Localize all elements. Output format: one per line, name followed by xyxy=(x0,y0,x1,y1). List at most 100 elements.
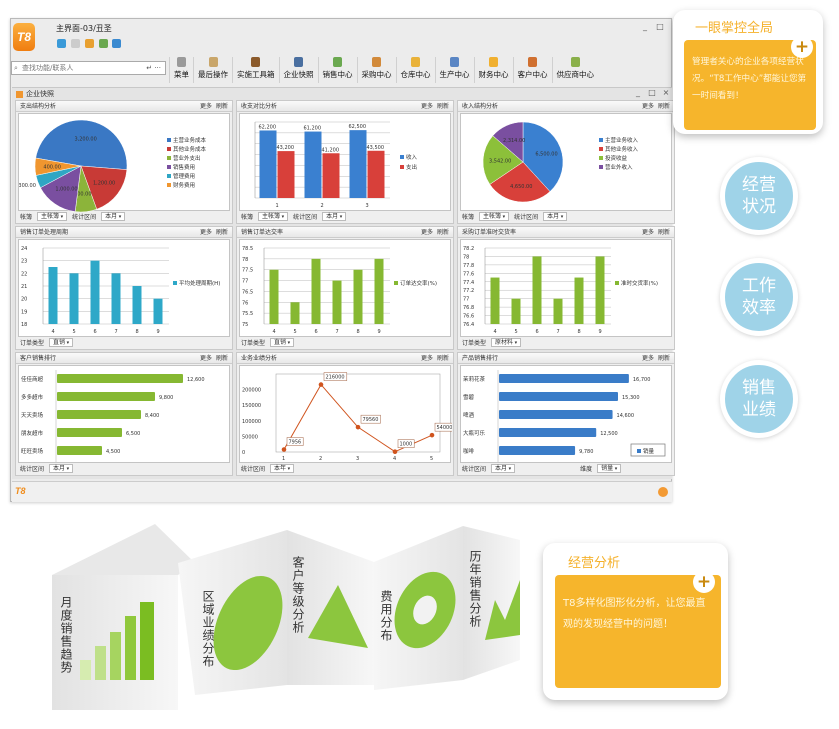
more-link[interactable]: 更多 xyxy=(641,355,654,362)
y-tick-label: 18 xyxy=(21,322,27,328)
bar xyxy=(290,302,300,324)
more-link[interactable]: 更多 xyxy=(199,103,212,110)
data-label: 3,200.00 xyxy=(74,137,96,143)
toolbar-item[interactable]: 仓库中心 xyxy=(395,57,435,83)
bar xyxy=(332,280,342,324)
pyramid-icon xyxy=(308,585,368,648)
footer-select[interactable]: 主帐簿 xyxy=(479,212,510,221)
inner-minimize-button[interactable]: _ xyxy=(636,88,640,97)
y-tick-label: 76 xyxy=(242,300,248,306)
y-tick-label: 78.5 xyxy=(242,246,253,252)
rss-icon[interactable] xyxy=(658,487,668,497)
refresh-link[interactable]: 刷新 xyxy=(436,103,449,110)
toolbar-item[interactable]: 采购中心 xyxy=(356,57,396,83)
refresh-link[interactable]: 刷新 xyxy=(657,355,670,362)
footer-select[interactable]: 本年 xyxy=(270,464,295,473)
x-tick-label: 8 xyxy=(357,329,360,335)
y-tick-label: 77.4 xyxy=(463,280,474,286)
refresh-link[interactable]: 刷新 xyxy=(436,229,449,236)
bar xyxy=(259,130,277,198)
x-tick-label: 9 xyxy=(157,329,160,335)
footer-select[interactable]: 销量 xyxy=(597,464,622,473)
refresh-link[interactable]: 刷新 xyxy=(657,103,670,110)
footer-select[interactable]: 主帐簿 xyxy=(37,212,68,221)
search-input[interactable]: ⌕ 查找功能/联系人 ↵ ··· xyxy=(11,61,166,75)
pie-slice xyxy=(35,119,128,170)
toolbar-item[interactable]: 供应商中心 xyxy=(551,57,599,83)
toolbar-item[interactable]: 企业快照 xyxy=(278,57,318,83)
flag-icon[interactable] xyxy=(85,39,94,48)
footer-select[interactable]: 本月 xyxy=(101,212,126,221)
pie-slice xyxy=(522,121,564,192)
footer-select[interactable]: 本月 xyxy=(49,464,74,473)
panel-title: 采购订单准时交货率 xyxy=(462,229,517,236)
minimize-button[interactable]: _ xyxy=(643,22,647,31)
category-label: 佳佳商超 xyxy=(21,375,44,383)
toolbar-label: 仓库中心 xyxy=(400,70,431,79)
calendar-icon[interactable] xyxy=(99,39,108,48)
plot-frame xyxy=(275,373,441,453)
legend-swatch xyxy=(599,138,603,142)
y-tick-label: 78 xyxy=(242,257,248,263)
legend-swatch xyxy=(167,174,171,178)
refresh-link[interactable]: 刷新 xyxy=(215,103,228,110)
toolbar-item[interactable]: 销售中心 xyxy=(317,57,357,83)
more-link[interactable]: 更多 xyxy=(199,229,212,236)
panel-footer: 统计区间 本年 xyxy=(241,463,295,474)
legend-label: 销量 xyxy=(643,447,655,455)
data-label-box xyxy=(323,372,348,381)
more-link[interactable]: 更多 xyxy=(199,355,212,362)
more-link[interactable]: 更多 xyxy=(420,103,433,110)
toolbar-item[interactable]: 客户中心 xyxy=(512,57,552,83)
footer-select[interactable]: 直销 xyxy=(270,338,295,347)
toolbar-item[interactable]: 财务中心 xyxy=(473,57,513,83)
data-label: 7956 xyxy=(289,440,302,446)
bar xyxy=(57,374,183,383)
plus-icon[interactable]: + xyxy=(693,571,715,593)
enter-icon[interactable]: ↵ ··· xyxy=(146,64,161,72)
panel-title: 收支对比分析 xyxy=(241,103,278,110)
inner-maximize-button[interactable]: □ xyxy=(648,88,656,97)
y-tick-label: 50000 xyxy=(242,434,258,440)
footer-select[interactable]: 本月 xyxy=(491,464,516,473)
more-link[interactable]: 更多 xyxy=(641,229,654,236)
chart-svg: 3,200.00 主营业务成本 1,200.00 其他业务成本 500.00 营业外支出 1… xyxy=(18,119,207,213)
more-link[interactable]: 更多 xyxy=(420,229,433,236)
toolbar-item[interactable]: 生产中心 xyxy=(434,57,474,83)
footer-select[interactable]: 原材料 xyxy=(491,338,522,347)
toolbar-icon xyxy=(528,57,537,67)
footer-select[interactable]: 本月 xyxy=(322,212,347,221)
legend-label: 营业外收入 xyxy=(605,163,633,171)
refresh-link[interactable]: 刷新 xyxy=(436,355,449,362)
footer-select[interactable]: 本月 xyxy=(543,212,568,221)
footer-select[interactable]: 主帐簿 xyxy=(258,212,289,221)
refresh-link[interactable]: 刷新 xyxy=(657,229,670,236)
legend-label: 投资收益 xyxy=(605,154,628,162)
t8-logo: T8 xyxy=(13,23,35,51)
feature-sales-performance[interactable]: 销售业绩 xyxy=(720,360,798,438)
more-link[interactable]: 更多 xyxy=(420,355,433,362)
footer-select[interactable]: 直销 xyxy=(49,338,74,347)
toolbar-item[interactable]: 实施工具箱 xyxy=(232,57,279,83)
feature-work-efficiency[interactable]: 工作效率 xyxy=(720,258,798,336)
bar xyxy=(304,131,322,198)
toolbar-item[interactable]: 菜单 xyxy=(169,57,193,83)
feature-business-status[interactable]: 经营状况 xyxy=(720,157,798,235)
chart-area: 茉莉花茶 16,700 雪碧 15,300 啤酒 14,600 大瓶可乐 12,500 咖啡 9,… xyxy=(460,365,672,463)
toolbar-item[interactable]: 最后操作 xyxy=(193,57,232,83)
chat-icon[interactable] xyxy=(57,39,66,48)
more-link[interactable]: 更多 xyxy=(641,103,654,110)
inner-close-button[interactable]: × xyxy=(662,88,670,97)
data-label: 79560 xyxy=(363,417,379,423)
chart-area: 佳佳商超 12,600 多多超市 9,800 天天卖场 8,400 朋友超市 6,500 旺旺卖… xyxy=(18,365,230,463)
plus-icon[interactable]: + xyxy=(791,36,813,58)
legend-label: 订单达交率(%) xyxy=(400,279,437,287)
user-icon[interactable] xyxy=(112,39,121,48)
refresh-link[interactable]: 刷新 xyxy=(215,229,228,236)
y-tick-label: 23 xyxy=(21,259,27,265)
data-point xyxy=(355,424,361,430)
refresh-link[interactable]: 刷新 xyxy=(215,355,228,362)
toolbar-icon xyxy=(570,57,580,67)
document-icon[interactable] xyxy=(71,39,80,48)
maximize-button[interactable]: □ xyxy=(656,22,664,31)
